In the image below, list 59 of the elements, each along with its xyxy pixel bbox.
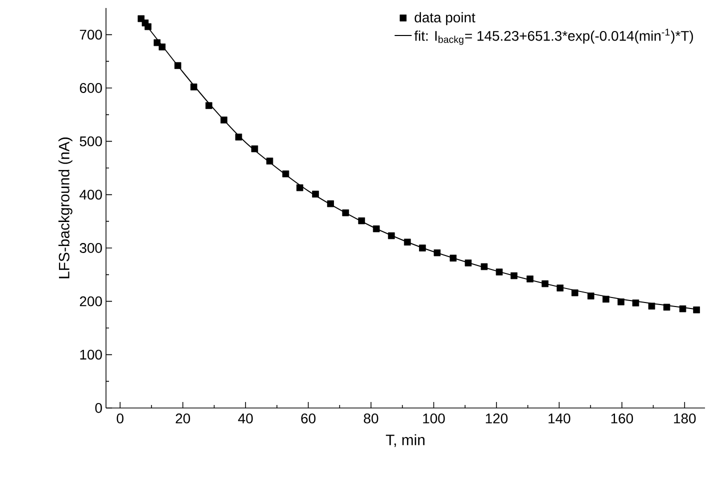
x-tick-label: 40 (238, 414, 253, 424)
point (419, 244, 426, 252)
point (693, 306, 700, 314)
point (434, 249, 441, 256)
point (174, 62, 182, 69)
x-tick-label: 0 (116, 414, 124, 424)
x-tick-label: 160 (611, 414, 633, 424)
point (404, 238, 411, 246)
point (251, 145, 258, 152)
point (556, 284, 564, 292)
point (190, 84, 198, 90)
point (205, 102, 212, 109)
x-axis-title: T, min (386, 434, 424, 447)
y-tick-label: 500 (80, 136, 102, 146)
x-tick-label: 180 (674, 414, 696, 424)
point (158, 44, 166, 50)
point (526, 276, 534, 282)
point (296, 184, 304, 192)
point (235, 134, 242, 140)
point (220, 116, 228, 124)
point (542, 280, 548, 288)
y-tick-label: 200 (80, 296, 102, 306)
point (327, 200, 334, 208)
point (372, 225, 380, 232)
point (144, 23, 152, 30)
legend-label: fit: I$_{backg}$= 145.23+651.3*exp(-0.014(min$^{-1}$)*T) (414, 28, 693, 45)
point (602, 296, 610, 303)
y-tick-label: 700 (80, 30, 102, 40)
y-tick-label: 400 (80, 190, 102, 200)
x-tick-label: 120 (486, 414, 508, 424)
y-axis-title: LFS-background (nA) (58, 138, 72, 278)
point (358, 217, 365, 224)
y-tick-label: 300 (80, 243, 102, 253)
y-tick-label: 100 (80, 350, 102, 360)
x-tick-label: 60 (301, 414, 316, 424)
x-tick-label: 20 (176, 414, 190, 424)
point (510, 272, 518, 280)
point (282, 170, 290, 178)
point (618, 298, 624, 306)
x-tick-label: 100 (423, 414, 445, 424)
y-tick-label: 0 (95, 403, 102, 413)
x-tick-label: 140 (548, 414, 570, 424)
point (266, 158, 274, 164)
point (312, 190, 319, 198)
point (480, 263, 488, 270)
y-tick-label: 600 (80, 83, 102, 93)
point (632, 300, 640, 306)
point (663, 304, 670, 311)
point (388, 232, 395, 240)
point (679, 305, 686, 312)
point (587, 292, 594, 300)
point (450, 254, 457, 262)
point (342, 209, 349, 216)
x-tick-label: 80 (364, 414, 378, 424)
point (648, 302, 656, 310)
legend-label: data point (414, 12, 476, 26)
point (464, 260, 472, 266)
point (496, 268, 503, 276)
point (571, 289, 578, 296)
